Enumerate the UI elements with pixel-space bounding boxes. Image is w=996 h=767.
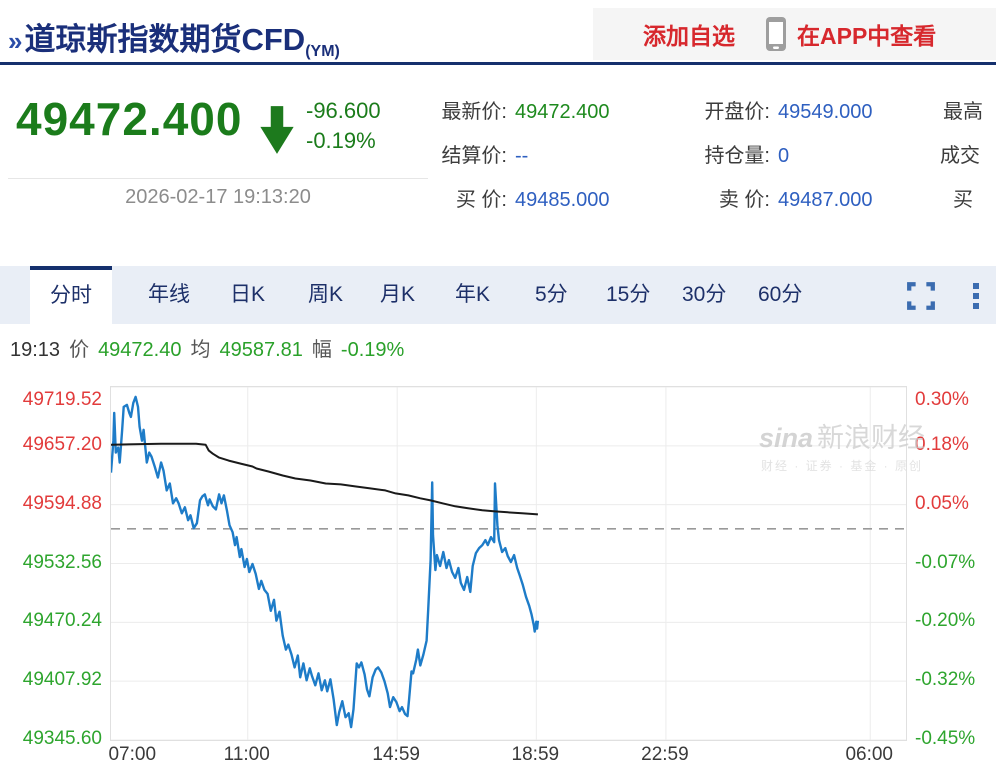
readout-price-label: 价 bbox=[69, 339, 90, 361]
quote-field-label: 最新价: bbox=[441, 101, 507, 123]
change-value: -96.600 bbox=[306, 98, 381, 123]
add-watchlist-button[interactable]: 添加自选 bbox=[643, 23, 735, 49]
tab-30分[interactable]: 30分 bbox=[682, 283, 727, 306]
quote-field-label: 卖 价: bbox=[718, 189, 770, 211]
y-axis-price-label: 49470.24 bbox=[22, 610, 102, 632]
quote-field-value: 49485.000 bbox=[515, 189, 610, 211]
quote-field-value: 49487.000 bbox=[778, 189, 873, 211]
readout-range-label: 幅 bbox=[311, 339, 332, 361]
chevrons-icon: » bbox=[8, 26, 23, 56]
y-axis-price-label: 49594.88 bbox=[22, 492, 102, 514]
tab-分时[interactable]: 分时 bbox=[30, 266, 112, 324]
y-axis-price-label: 49532.56 bbox=[22, 551, 102, 573]
y-axis-price-label: 49407.92 bbox=[22, 669, 102, 691]
price-change: -96.600 -0.19% bbox=[306, 96, 381, 156]
y-axis-percent-label: 0.18% bbox=[915, 433, 969, 455]
chart-plot[interactable] bbox=[110, 386, 907, 741]
quote-field-label: 持仓量: bbox=[704, 145, 770, 167]
x-axis-time-label: 22:59 bbox=[641, 744, 689, 765]
quote-field-value: 49472.400 bbox=[515, 101, 610, 123]
header-divider bbox=[0, 62, 996, 65]
y-axis-percent-label: -0.07% bbox=[915, 551, 976, 573]
quote-field-value: -- bbox=[515, 145, 529, 167]
x-axis-time-label: 14:59 bbox=[372, 744, 420, 765]
series-价格 bbox=[111, 395, 540, 729]
tab-年K[interactable]: 年K bbox=[455, 283, 491, 306]
tab-5分[interactable]: 5分 bbox=[535, 283, 568, 306]
x-axis-time-label: 18:59 bbox=[511, 744, 560, 765]
tab-周K[interactable]: 周K bbox=[308, 283, 344, 306]
y-axis-price-label: 49719.52 bbox=[22, 389, 102, 410]
quote-field: 买 价: 49485.000 bbox=[437, 183, 610, 212]
quote-field-label-cutoff: 成交 bbox=[940, 145, 980, 167]
fullscreen-icon[interactable] bbox=[906, 281, 936, 311]
y-axis-percent-label: -0.45% bbox=[915, 728, 976, 749]
quote-field-label: 结算价: bbox=[441, 145, 507, 167]
quote-field-label: 买 价: bbox=[455, 189, 507, 211]
quote-field-value: 49549.000 bbox=[778, 101, 873, 123]
change-percent: -0.19% bbox=[306, 128, 376, 153]
series-均价 bbox=[111, 442, 538, 516]
tab-日K[interactable]: 日K bbox=[230, 283, 266, 306]
view-in-app-button[interactable]: 在APP中查看 bbox=[797, 23, 937, 49]
y-axis-percent-label: 0.05% bbox=[915, 492, 969, 514]
quote-field: 卖 价: 49487.000 bbox=[700, 183, 873, 212]
x-axis-time-label: 06:00 bbox=[845, 744, 893, 765]
header-actions: 添加自选 在APP中查看 bbox=[593, 8, 996, 60]
down-arrow-icon bbox=[260, 106, 294, 154]
quote-field: 开盘价: 49549.000 bbox=[700, 95, 873, 124]
y-axis-price-label: 49657.20 bbox=[22, 433, 102, 455]
readout-time: 19:13 bbox=[10, 339, 61, 361]
quote-divider bbox=[8, 178, 428, 179]
y-axis-price-label: 49345.60 bbox=[22, 728, 102, 749]
quote-timestamp: 2026-02-17 19:13:20 bbox=[125, 186, 311, 208]
kebab-menu-icon[interactable] bbox=[972, 281, 980, 311]
chart-tabbar: 分时 年线 日K 周K 月K 年K 5分 15分 30分 60分 bbox=[0, 266, 996, 324]
tab-60分[interactable]: 60分 bbox=[758, 283, 803, 306]
readout-avg-label: 均 bbox=[190, 339, 211, 361]
last-price: 49472.400 bbox=[16, 93, 243, 145]
chart-readout: 19:13 价 49472.40 均 49587.81 幅 -0.19% bbox=[10, 333, 413, 362]
instrument-symbol: (YM) bbox=[305, 43, 340, 60]
y-axis-percent-label: -0.20% bbox=[915, 610, 976, 632]
x-axis-time-label: 07:00 bbox=[108, 744, 157, 765]
x-axis-time-label: 11:00 bbox=[223, 744, 270, 765]
quote-field-value: 0 bbox=[778, 145, 790, 167]
phone-icon bbox=[766, 17, 786, 51]
tab-15分[interactable]: 15分 bbox=[606, 283, 651, 306]
quote-field: 持仓量: 0 bbox=[700, 139, 789, 168]
readout-price: 49472.40 bbox=[98, 339, 182, 361]
quote-field-label-cutoff: 最高 bbox=[943, 101, 983, 123]
readout-pct: -0.19% bbox=[340, 339, 405, 361]
quote-field-label-cutoff: 买 bbox=[953, 189, 973, 211]
tab-月K[interactable]: 月K bbox=[380, 283, 416, 306]
y-axis-percent-label: 0.30% bbox=[915, 389, 969, 410]
page-title: »道琼斯指数期货CFD(YM) bbox=[8, 14, 340, 61]
quote-field-label: 开盘价: bbox=[704, 101, 770, 123]
tab-年线[interactable]: 年线 bbox=[148, 283, 190, 306]
quote-field: 最新价: 49472.400 bbox=[437, 95, 610, 124]
readout-avg: 49587.81 bbox=[219, 339, 303, 361]
quote-field: 结算价: -- bbox=[437, 139, 528, 168]
y-axis-percent-label: -0.32% bbox=[915, 669, 976, 691]
instrument-name: 道琼斯指数期货CFD bbox=[24, 22, 306, 57]
